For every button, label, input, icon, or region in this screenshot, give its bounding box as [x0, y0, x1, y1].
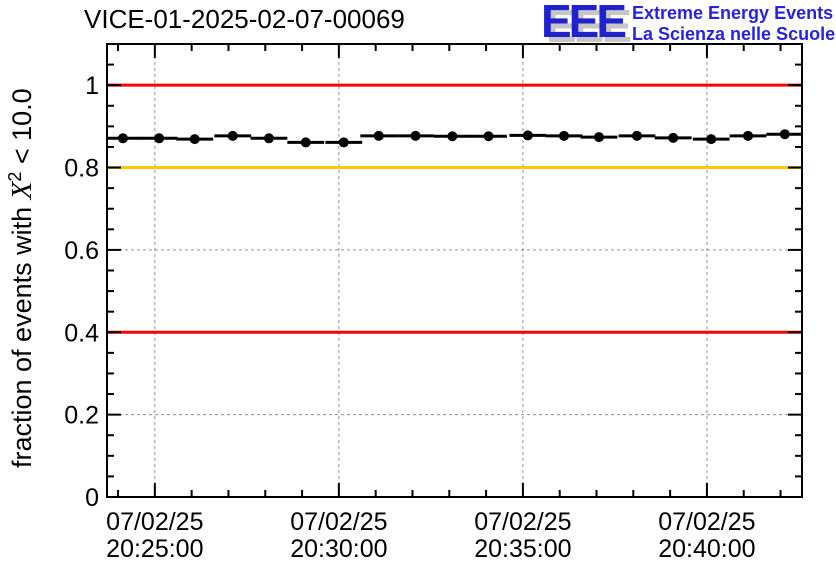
data-point — [558, 130, 569, 141]
y-tick-label: 1 — [85, 72, 99, 100]
chart-title: VICE-01-2025-02-07-00069 — [84, 4, 405, 34]
data-point — [227, 130, 238, 141]
data-point — [154, 133, 165, 144]
x-tick-label-time: 20:25:00 — [106, 535, 203, 563]
y-tick-label: 0.6 — [64, 237, 99, 265]
data-point — [263, 133, 274, 144]
x-tick-label-time: 20:40:00 — [658, 535, 755, 563]
x-tick-label-date: 07/02/25 — [474, 508, 571, 536]
eee-logo: EEE — [541, 0, 627, 47]
data-point — [522, 130, 533, 141]
y-tick-label: 0.2 — [64, 402, 99, 430]
logo-tagline-2: La Scienza nelle Scuole — [632, 24, 836, 44]
chi-exponent: 2 — [5, 171, 25, 182]
x-tick-label-date: 07/02/25 — [106, 508, 203, 536]
data-point — [706, 134, 717, 145]
data-point — [338, 137, 349, 148]
y-tick-label: 0 — [85, 484, 99, 512]
y-tick-label: 0.4 — [64, 319, 99, 347]
data-point — [410, 130, 421, 141]
data-point — [300, 137, 311, 148]
x-tick-label-date: 07/02/25 — [658, 508, 755, 536]
data-point — [373, 130, 384, 141]
data-point — [743, 130, 754, 141]
y-axis-title-prefix: fraction of events with — [7, 199, 37, 468]
y-tick-label: 0.8 — [64, 155, 99, 183]
data-point — [631, 130, 642, 141]
x-tick-label-time: 20:30:00 — [290, 535, 387, 563]
plot-frame — [106, 43, 803, 498]
data-point — [668, 132, 679, 143]
data-point — [593, 132, 604, 143]
x-tick-label-time: 20:35:00 — [474, 535, 571, 563]
y-axis-title: fraction of events with X2 < 10.0 — [5, 0, 40, 468]
x-tick-label-date: 07/02/25 — [290, 508, 387, 536]
data-point — [447, 131, 458, 142]
chi-symbol: X — [6, 181, 38, 200]
y-axis-title-suffix: < 10.0 — [7, 88, 37, 172]
data-point — [117, 133, 128, 144]
logo-tagline-1: Extreme Energy Events — [632, 3, 834, 23]
data-point — [483, 131, 494, 142]
data-point — [189, 134, 200, 145]
data-point — [779, 129, 790, 140]
eee-logo-taglines: Extreme Energy Events La Scienza nelle S… — [632, 3, 835, 45]
